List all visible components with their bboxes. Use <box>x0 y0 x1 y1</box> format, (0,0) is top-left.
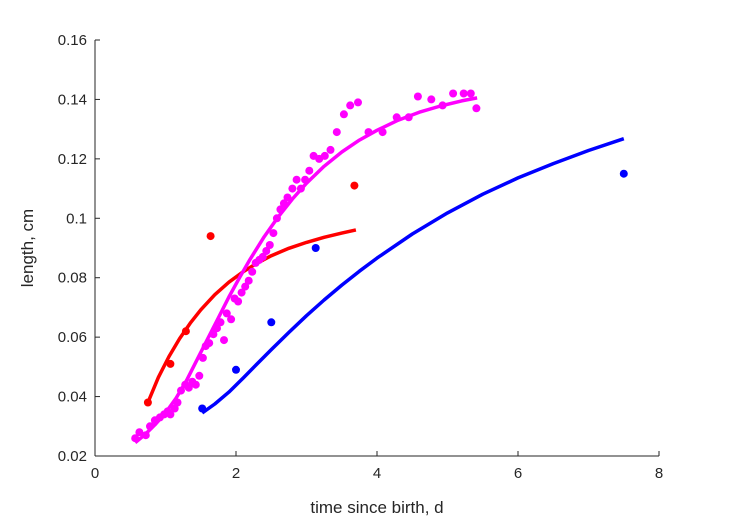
data-point <box>272 214 281 223</box>
data-point <box>234 297 243 306</box>
data-point <box>619 169 628 178</box>
data-point <box>181 327 190 336</box>
series-1 <box>131 89 481 444</box>
data-point <box>198 404 207 413</box>
y-tick-label: 0.06 <box>58 329 87 346</box>
x-tick-label: 8 <box>655 465 663 482</box>
data-point <box>248 267 257 276</box>
plot-marks <box>131 89 628 444</box>
data-point <box>143 398 152 407</box>
y-tick-label: 0.02 <box>58 448 87 465</box>
data-point <box>209 330 218 339</box>
data-point <box>135 428 144 437</box>
data-point <box>184 383 193 392</box>
x-axis-label: time since birth, d <box>310 498 443 517</box>
data-point <box>354 98 362 107</box>
data-point <box>198 353 207 362</box>
data-point <box>216 318 225 327</box>
y-tick-label: 0.12 <box>58 151 87 168</box>
data-point <box>232 365 240 374</box>
data-point <box>346 101 355 110</box>
data-point <box>166 359 175 368</box>
data-point <box>267 318 276 327</box>
x-tick-label: 2 <box>232 465 240 482</box>
data-point <box>449 89 458 98</box>
data-point <box>220 336 228 345</box>
data-point <box>131 434 140 443</box>
data-point <box>205 339 214 348</box>
data-point <box>339 110 348 119</box>
data-point <box>427 95 436 104</box>
data-point <box>265 241 274 249</box>
data-point <box>413 92 422 101</box>
data-point <box>177 386 185 395</box>
data-point <box>326 145 335 154</box>
fit-curve <box>201 137 625 415</box>
data-point <box>262 247 271 255</box>
x-tick-label: 4 <box>373 465 381 482</box>
y-axis-label: length, cm <box>18 209 37 287</box>
data-point <box>173 398 182 407</box>
data-point <box>472 104 481 113</box>
y-tick-label: 0.1 <box>66 210 87 227</box>
data-point <box>332 128 341 137</box>
data-point <box>222 309 231 318</box>
data-point <box>191 380 200 389</box>
data-point <box>146 422 154 431</box>
data-point <box>269 229 278 238</box>
data-point <box>292 175 301 184</box>
series-0 <box>143 181 359 407</box>
data-point <box>350 181 359 190</box>
data-point <box>279 199 288 208</box>
data-point <box>364 128 373 137</box>
data-point <box>459 89 468 98</box>
data-point <box>296 184 305 193</box>
y-tick-label: 0.08 <box>58 270 87 287</box>
data-point <box>311 244 320 252</box>
data-point <box>320 151 329 160</box>
data-point <box>283 193 292 202</box>
data-point <box>404 113 413 122</box>
data-point <box>213 324 221 333</box>
y-tick-label: 0.14 <box>58 91 87 108</box>
data-point <box>301 175 310 184</box>
data-point <box>276 205 285 214</box>
x-tick-label: 0 <box>91 465 99 482</box>
fit-curve <box>146 228 357 404</box>
data-point <box>206 232 215 241</box>
data-point <box>288 184 297 193</box>
data-point <box>305 166 314 175</box>
data-point <box>258 252 267 261</box>
data-point <box>237 288 246 297</box>
y-ticks: 0.02 0.04 0.06 0.08 0.1 0.12 0.14 0.16 <box>58 32 100 465</box>
data-point <box>378 128 387 137</box>
y-tick-label: 0.04 <box>58 389 87 406</box>
data-point <box>227 315 236 324</box>
data-point <box>141 431 150 440</box>
data-point <box>241 282 250 291</box>
data-point <box>392 113 401 122</box>
data-point <box>170 404 179 413</box>
data-point <box>244 276 253 285</box>
data-point <box>195 371 204 380</box>
series-2 <box>198 137 628 415</box>
data-point <box>166 410 175 419</box>
data-point <box>438 101 447 110</box>
y-tick-label: 0.16 <box>58 32 87 49</box>
x-tick-label: 6 <box>514 465 522 482</box>
x-ticks: 0 2 4 6 8 <box>91 451 663 482</box>
data-point <box>466 89 475 98</box>
